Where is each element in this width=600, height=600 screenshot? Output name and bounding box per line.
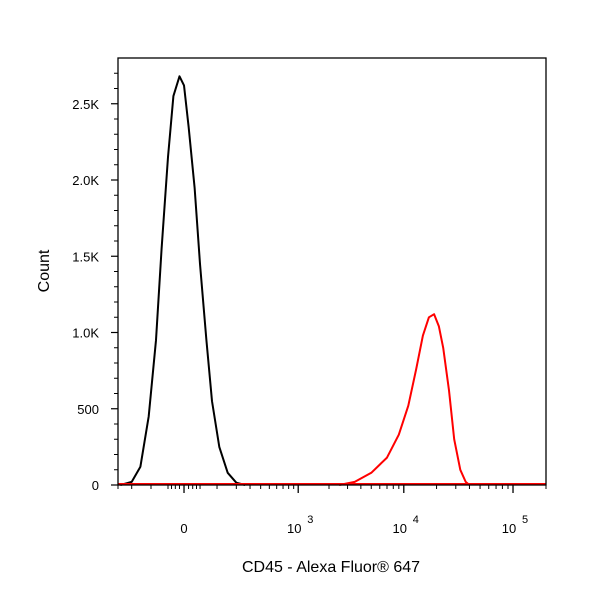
x-tick-label: 0 [180,521,187,536]
histogram-series-2 [339,313,471,486]
y-axis-title: Count [36,249,53,292]
y-tick-label: 1.5K [72,249,99,264]
histogram-series-1 [120,75,246,486]
x-axis-title: CD45 - Alexa Fluor® 647 [242,559,420,576]
x-tick-label: 10 [393,521,407,536]
y-axis-ticks: 0 500 1.0K 1.5K 2.0K 2.5K [72,72,118,493]
plot-frame [117,57,547,486]
y-tick-label: 2.5K [72,97,99,112]
x-tick-label: 10 [287,521,301,536]
y-tick-label: 1.0K [72,326,99,341]
x-tick-label: 10 [502,521,516,536]
y-tick-label: 2.0K [72,173,99,188]
x-tick-exponent: 4 [413,514,419,526]
y-tick-label: 500 [77,402,99,417]
x-tick-exponent: 5 [522,514,528,526]
series-layer [118,75,546,486]
x-axis-ticks: 0 10 3 10 4 10 5 [117,485,547,536]
x-tick-exponent: 3 [307,514,313,526]
y-tick-label: 0 [92,478,99,493]
